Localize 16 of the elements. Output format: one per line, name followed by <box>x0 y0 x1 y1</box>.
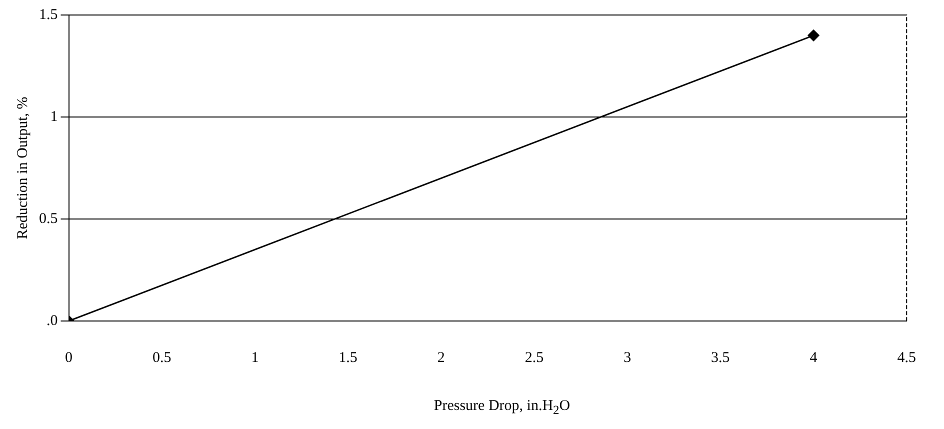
x-tick-label: 0 <box>65 350 72 366</box>
x-tick-label: 0.5 <box>152 350 172 366</box>
y-tick-label: 1 <box>50 108 58 125</box>
x-tick-label: 4 <box>810 350 818 366</box>
y-tick-label: 1.5 <box>39 6 58 23</box>
y-tick-label: .0 <box>46 312 58 329</box>
x-tick-label: 2 <box>437 350 445 366</box>
y-axis-title: Reduction in Output, % <box>14 96 31 240</box>
x-tick-label: 4.5 <box>897 350 916 366</box>
x-tick-label: 3 <box>624 350 632 366</box>
y-tick-label: 0.5 <box>39 210 58 227</box>
x-tick-label: 1 <box>251 350 259 366</box>
x-tick-label: 1.5 <box>338 350 358 366</box>
x-tick-label: 3.5 <box>711 350 730 366</box>
x-axis-title: Pressure Drop, in.H$_{2}$O <box>432 398 572 418</box>
x-tick-label: 2.5 <box>524 350 544 366</box>
